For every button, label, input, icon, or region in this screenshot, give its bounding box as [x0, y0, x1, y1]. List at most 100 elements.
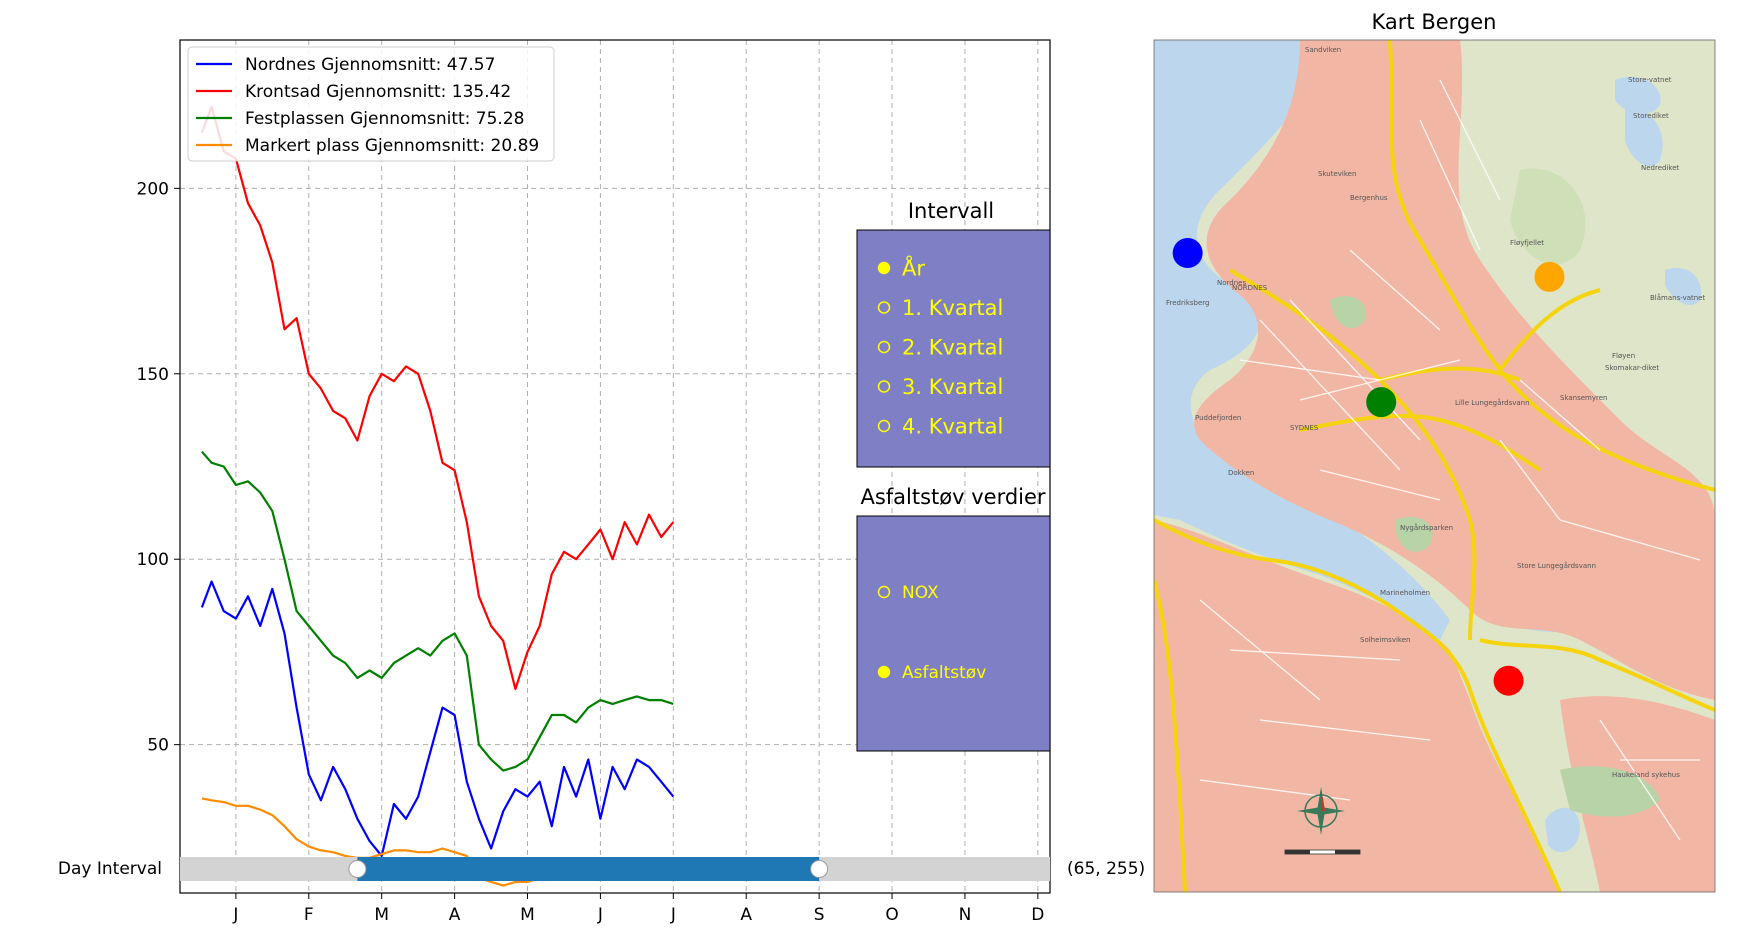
map-place-label: Lille Lungegårdsvann [1455, 398, 1530, 407]
map-scale-bar [1284, 849, 1361, 855]
map-place-label: SYDNES [1290, 424, 1319, 432]
x-tick-label: A [449, 905, 461, 925]
map-place-label: Sandviken [1305, 46, 1341, 54]
interval-option[interactable]: 1. Kvartal [877, 296, 1004, 320]
interval-panel-title: Intervall [908, 199, 994, 223]
map-place-label: Skomakar-diket [1605, 364, 1659, 372]
map-frame [1153, 39, 1716, 893]
radio-button[interactable] [877, 665, 891, 679]
y-tick-label: 200 [137, 179, 169, 199]
interval-options: År 1. Kvartal 2. Kvartal 3. Kvartal 4. Kvart… [877, 255, 1004, 439]
map-markers [1172, 238, 1565, 696]
x-tick-label: M [374, 905, 389, 925]
day-interval-slider[interactable]: Day Interval (65, 255) [58, 857, 1145, 881]
x-tick-label: J [670, 905, 676, 925]
interval-option[interactable]: År [877, 255, 926, 281]
x-tick-label: F [304, 905, 314, 925]
series-line-1 [200, 105, 675, 691]
interval-option-label: År [902, 255, 925, 281]
map-place-label: Fløyfjellet [1510, 239, 1544, 247]
radio-button[interactable] [877, 380, 891, 393]
legend-box [187, 46, 555, 162]
y-tick-label: 150 [137, 365, 169, 385]
interval-option[interactable]: 2. Kvartal [877, 336, 1004, 360]
radio-button[interactable] [877, 301, 891, 314]
map-floyen-forest [1510, 168, 1586, 265]
map-park-nygardsparken [1395, 516, 1433, 552]
radio-button[interactable] [877, 585, 891, 599]
map-compass-icon [1297, 787, 1345, 835]
map-fjord [1154, 40, 1450, 640]
radio-button[interactable] [877, 340, 891, 354]
map-place-label: Fløyen [1612, 352, 1635, 360]
map-place-label: Store-vatnet [1628, 76, 1672, 84]
slider-handle-high[interactable] [810, 860, 829, 878]
measure-option-label: Asfaltstøv [902, 663, 986, 683]
series-line-0 [200, 580, 675, 858]
map-place-label: Haukeland sykehus [1612, 771, 1680, 779]
measure-options: NOX Asfaltstøv [877, 583, 987, 683]
map-park-nordnes [1330, 296, 1366, 329]
map-panel: Kart Bergen [1153, 10, 1716, 893]
x-tick-label: A [740, 905, 752, 925]
interval-option-label: 4. Kvartal [902, 415, 1003, 439]
map-place-label: Nygårdsparken [1400, 523, 1453, 532]
interval-option-label: 1. Kvartal [902, 296, 1003, 320]
map-place-label: Puddefjorden [1195, 414, 1241, 422]
slider-value: (65, 255) [1067, 859, 1145, 879]
map-roads [1154, 40, 1715, 892]
x-tick-label: J [232, 905, 238, 925]
x-tick-label: D [1031, 905, 1044, 925]
map-place-label: Marineholmen [1380, 589, 1430, 597]
map-urban-south [1154, 520, 1560, 892]
map-lake-south [1545, 807, 1580, 853]
measure-option[interactable]: NOX [877, 583, 940, 603]
map-park-haukeland [1560, 766, 1660, 817]
map-place-label: Nordnes [1217, 279, 1246, 287]
axis-ticks: J F M A M J J A S O N D 50 100 150 200 [137, 179, 1045, 925]
legend-label: Nordnes Gjennomsnitt: 47.57 [245, 55, 495, 75]
series-line-2 [201, 450, 674, 772]
x-tick-label: O [885, 905, 898, 925]
measure-option[interactable]: Asfaltstøv [877, 663, 987, 683]
map-place-label: NORDNES [1232, 284, 1268, 292]
interval-option-label: 3. Kvartal [902, 375, 1003, 399]
interval-option[interactable]: 4. Kvartal [877, 415, 1004, 439]
slider-handle-low[interactable] [348, 860, 367, 878]
line-chart: J F M A M J J A S O N D 50 100 150 200 Nordnes Gjennoms… [137, 39, 1051, 925]
map-place-label: Fredriksberg [1166, 299, 1209, 307]
map-place-label: Dokken [1228, 469, 1254, 477]
map-place-label: Store Lungegårdsvann [1517, 561, 1596, 570]
x-tick-label: N [959, 905, 972, 925]
map-place-label: Nedrediket [1641, 164, 1680, 172]
map-marker[interactable] [1493, 665, 1524, 696]
interval-option-label: 2. Kvartal [902, 336, 1003, 360]
interval-option[interactable]: 3. Kvartal [877, 375, 1004, 399]
map-marker[interactable] [1534, 261, 1565, 292]
map-lake-blamansvatnet [1665, 268, 1701, 305]
legend-label: Markert plass Gjennomsnitt: 20.89 [245, 136, 539, 156]
measure-panel-title: Asfaltstøv verdier [860, 485, 1045, 509]
radio-button[interactable] [877, 419, 891, 433]
y-tick-label: 50 [147, 736, 169, 756]
map-marker[interactable] [1366, 387, 1397, 418]
map-place-label: Solheimsviken [1360, 636, 1410, 644]
map-lake-storediket [1625, 109, 1663, 167]
radio-button[interactable] [877, 261, 891, 275]
map-image: Sandviken Skuteviken Bergenhus NORDNES SYDNE… [1154, 40, 1715, 892]
measure-panel-box [856, 515, 1051, 752]
interval-radio-panel: Intervall År 1. Kvartal 2. Kvartal 3. Kvart… [856, 199, 1051, 468]
map-place-label: Bergenhus [1350, 194, 1388, 202]
slider-label: Day Interval [58, 859, 162, 879]
map-lake-storevatnet [1615, 76, 1661, 115]
legend: Nordnes Gjennomsnitt: 47.57 Krontsad Gjen… [187, 46, 555, 162]
map-marker[interactable] [1172, 238, 1203, 268]
map-streets [1199, 79, 1701, 841]
measure-option-label: NOX [902, 583, 939, 603]
map-place-labels: Sandviken Skuteviken Bergenhus NORDNES SYDNE… [1166, 46, 1705, 779]
x-tick-label: M [520, 905, 535, 925]
map-place-label: Blåmans-vatnet [1650, 293, 1705, 302]
legend-label: Festplassen Gjennomsnitt: 75.28 [245, 109, 524, 129]
map-place-label: Skansemyren [1560, 394, 1607, 402]
